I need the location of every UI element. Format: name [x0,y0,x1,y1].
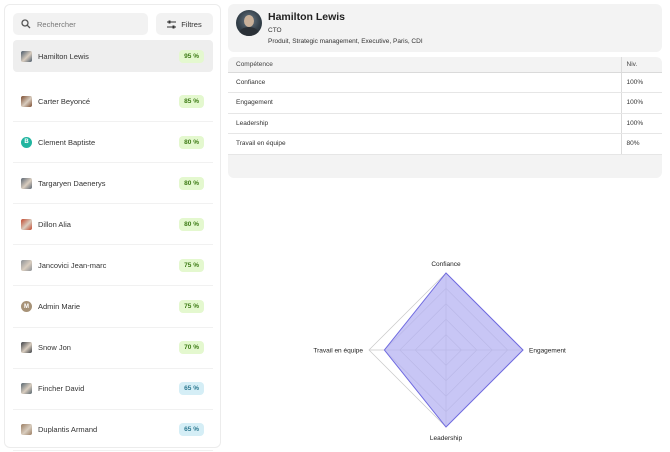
candidate-row[interactable]: Fincher David 65 % [13,369,213,410]
match-score-badge: 65 % [179,382,204,396]
avatar [21,95,32,107]
candidate-row[interactable]: Snow Jon 70 % [13,328,213,369]
search-icon [21,19,31,29]
candidate-row[interactable]: B Clement Baptiste 80 % [13,122,213,164]
candidate-list-panel: Filtres Hamilton Lewis 95 % Carter Beyoncé… [4,4,221,451]
skill-level: 100% [620,113,662,134]
avatar [21,177,32,189]
candidate-row[interactable]: Hamilton Lewis 95 % [13,40,213,72]
candidate-list: Hamilton Lewis 95 % Carter Beyoncé 85 % B Cle… [13,40,213,451]
candidate-name: Duplantis Armand [38,425,98,435]
avatar [21,50,32,62]
skill-row: Leadership 100% [228,113,662,134]
skill-name: Travail en équipe [228,133,621,155]
skill-column-header[interactable]: Compétence [228,57,621,73]
candidate-name: Hamilton Lewis [38,51,89,61]
skills-table: Compétence Niv. Confiance 100% Engagement 1… [228,57,662,155]
candidate-row[interactable]: Jancovici Jean-marc 75 % [13,245,213,287]
skills-table-card: Compétence Niv. Confiance 100% Engagement 1… [228,57,662,178]
profile-tags: Produit, Strategic management, Executive… [268,38,423,45]
candidate-name: Snow Jon [38,343,71,353]
candidate-row[interactable]: Carter Beyoncé 85 % [13,81,213,123]
radar-axis-label: Leadership [430,435,463,442]
radar-series-area [383,272,524,428]
match-score-badge: 80 % [179,135,204,149]
skill-level: 100% [620,92,662,114]
profile-header: Hamilton Lewis CTO Produit, Strategic ma… [228,4,662,52]
skill-row: Engagement 100% [228,92,662,114]
profile-avatar [236,10,262,36]
candidate-row[interactable]: Targaryen Daenerys 80 % [13,163,213,205]
match-score-badge: 70 % [179,341,204,355]
candidate-name: Admin Marie [38,302,81,312]
avatar [21,424,32,436]
match-score-badge: 80 % [179,176,204,190]
match-score-badge: 65 % [179,423,204,437]
skill-name: Engagement [228,92,621,114]
skill-level: 80% [620,133,662,155]
match-score-badge: 75 % [179,258,204,272]
match-score-badge: 85 % [179,94,204,108]
avatar: B [21,136,32,148]
match-score-badge: 80 % [179,217,204,231]
candidate-name: Targaryen Daenerys [38,178,106,188]
skill-row: Travail en équipe 80% [228,133,662,155]
avatar [21,218,32,230]
candidate-row[interactable]: M Admin Marie 75 % [13,286,213,328]
radar-axis-label: Confiance [431,261,461,268]
avatar [21,383,32,395]
level-column-header[interactable]: Niv. [620,57,662,73]
candidate-name: Clement Baptiste [38,137,96,147]
skill-row: Confiance 100% [228,72,662,93]
avatar [21,259,32,271]
candidate-name: Fincher David [38,384,85,394]
avatar: M [21,301,32,313]
radar-axis-label: Engagement [529,348,566,355]
skill-name: Leadership [228,113,621,134]
filters-label: Filtres [181,19,202,29]
filters-button[interactable]: Filtres [156,13,213,35]
candidate-name: Carter Beyoncé [38,96,91,106]
profile-name: Hamilton Lewis [268,11,346,23]
match-score-badge: 75 % [179,300,204,314]
candidate-row[interactable]: Dillon Alia 80 % [13,204,213,246]
search-input[interactable] [37,19,137,29]
candidate-name: Dillon Alia [38,219,71,229]
radar-axis-label: Travail en équipe [313,348,363,355]
match-score-badge: 95 % [179,49,204,63]
profile-role: CTO [268,27,282,34]
avatar [21,342,32,354]
skills-radar-chart: Confiance Engagement Leadership Travail en … [313,261,566,442]
candidate-name: Jancovici Jean-marc [38,260,107,270]
skill-name: Confiance [228,72,621,93]
candidate-row[interactable]: Duplantis Armand 65 % [13,410,213,451]
search-box[interactable] [13,13,148,35]
skill-level: 100% [620,72,662,93]
filter-icon [167,20,177,28]
